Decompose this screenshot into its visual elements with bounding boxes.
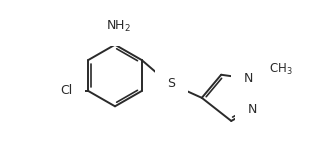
- Text: CH$_3$: CH$_3$: [269, 62, 293, 77]
- Text: NH$_2$: NH$_2$: [106, 19, 131, 34]
- Text: Cl: Cl: [60, 84, 72, 97]
- Text: N: N: [244, 72, 253, 85]
- Text: S: S: [167, 78, 175, 90]
- Text: N: N: [248, 103, 257, 116]
